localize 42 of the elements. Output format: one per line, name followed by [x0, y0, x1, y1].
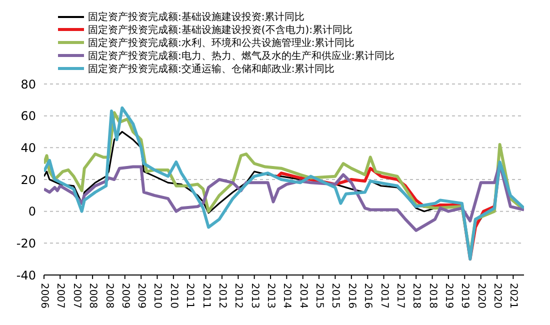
x-tick-label: 2021 — [508, 283, 519, 308]
y-tick-label: 0 — [28, 204, 36, 219]
y-tick-label: 60 — [20, 109, 36, 124]
x-tick-label: 2013 — [265, 283, 276, 308]
x-tick-label: 2010 — [168, 283, 179, 308]
x-tick-label: 2011 — [184, 283, 196, 308]
x-tick-label: 2019 — [442, 283, 454, 308]
x-tick-label: 2014 — [297, 283, 308, 308]
x-tick-label: 2012 — [232, 283, 244, 308]
x-tick-label: 2018 — [410, 283, 422, 308]
y-tick-label: -40 — [16, 268, 36, 282]
x-tick-label: 2015 — [330, 283, 341, 308]
x-tick-label: 2013 — [248, 283, 260, 308]
legend-label: 固定资产投资完成额:基础设施建设投资(不含电力):累计同比 — [88, 24, 353, 36]
x-tick-label: 2015 — [313, 283, 324, 308]
y-tick-label: -20 — [16, 236, 36, 250]
y-tick-label: 80 — [20, 77, 36, 92]
x-tick-label: 2014 — [281, 283, 292, 308]
x-tick-label: 2019 — [459, 283, 470, 308]
x-tick-label: 2018 — [426, 283, 438, 308]
x-tick-label: 2011 — [200, 283, 212, 308]
x-tick-label: 2010 — [152, 283, 163, 308]
x-tick-label: 2006 — [38, 283, 50, 308]
legend-label: 固定资产投资完成额:交通运输、仓储和邮政业:累计同比 — [88, 62, 335, 76]
legend-label: 固定资产投资完成额:电力、热力、燃气及水的生产和供应业:累计同比 — [88, 50, 395, 62]
x-tick-label: 2016 — [346, 283, 357, 308]
y-tick-label: 20 — [20, 172, 36, 187]
x-tick-label: 2008 — [103, 283, 114, 308]
x-tick-label: 2017 — [394, 283, 406, 308]
legend-label: 固定资产投资完成额:水利、环境和公共设施管理业:累计同比 — [88, 36, 355, 50]
legend-label: 固定资产投资完成额:基础设施建设投资:累计同比 — [88, 10, 305, 24]
x-tick-label: 2012 — [216, 283, 228, 308]
x-tick-label: 2007 — [54, 283, 66, 308]
x-tick-label: 2020 — [475, 283, 486, 308]
x-tick-label: 2009 — [119, 283, 130, 308]
x-tick-label: 2017 — [378, 283, 390, 308]
x-tick-label: 2008 — [87, 283, 98, 308]
x-tick-label: 2020 — [492, 283, 503, 308]
x-tick-label: 2009 — [136, 283, 147, 308]
x-tick-label: 2016 — [362, 283, 374, 308]
x-tick-label: 2007 — [70, 283, 82, 308]
y-tick-label: 40 — [20, 140, 36, 155]
